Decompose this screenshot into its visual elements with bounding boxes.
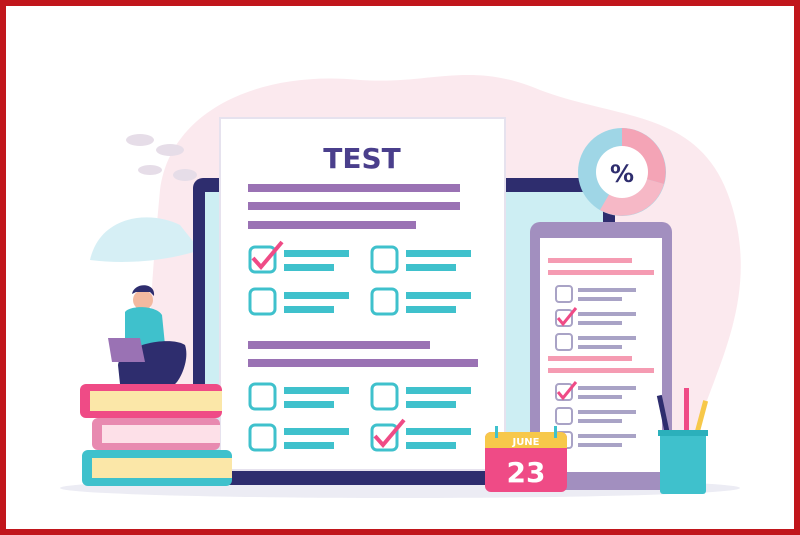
answer-line bbox=[406, 250, 471, 257]
answer-line bbox=[406, 442, 456, 449]
answer-line bbox=[284, 250, 349, 257]
test-paper: TEST bbox=[219, 117, 506, 471]
answer-line bbox=[406, 428, 471, 435]
leaf-branch-icon bbox=[126, 134, 197, 181]
calendar-month: JUNE bbox=[511, 437, 539, 448]
answer-line bbox=[284, 428, 349, 435]
phone-checkbox bbox=[555, 381, 636, 401]
answer-line bbox=[284, 442, 334, 449]
calendar-day: 23 bbox=[507, 456, 546, 489]
checkmark-icon bbox=[556, 307, 578, 327]
test-checkbox bbox=[370, 418, 471, 452]
answer-line bbox=[406, 401, 456, 408]
answer-line bbox=[284, 292, 349, 299]
pie-chart: % bbox=[578, 128, 666, 216]
test-checkbox bbox=[370, 245, 471, 274]
question-lines bbox=[248, 184, 478, 367]
test-checkbox bbox=[248, 382, 349, 411]
answer-line bbox=[406, 292, 471, 299]
cloud-shape bbox=[90, 217, 200, 262]
test-title: TEST bbox=[323, 142, 401, 175]
book-stack bbox=[80, 384, 232, 486]
answer-line bbox=[406, 306, 456, 313]
answer-line bbox=[406, 387, 471, 394]
checkmark-icon bbox=[251, 240, 284, 271]
test-checkbox bbox=[248, 287, 349, 316]
answer-line bbox=[284, 387, 349, 394]
answer-line bbox=[284, 401, 334, 408]
percent-symbol: % bbox=[610, 160, 634, 188]
phone-checkbox bbox=[555, 285, 636, 303]
calendar-icon: JUNE 23 bbox=[485, 426, 567, 492]
person-with-laptop bbox=[108, 285, 187, 384]
test-checkbox bbox=[370, 382, 471, 411]
checkmark-icon bbox=[556, 381, 578, 401]
checkmark-icon bbox=[373, 418, 406, 449]
answer-line bbox=[406, 264, 456, 271]
phone-checkbox bbox=[555, 307, 636, 327]
test-checkbox bbox=[248, 240, 349, 274]
answer-line bbox=[284, 306, 334, 313]
small-laptop-icon bbox=[108, 338, 145, 362]
phone-checkbox bbox=[555, 407, 636, 425]
test-checkbox bbox=[370, 287, 471, 316]
phone-checkbox bbox=[555, 333, 636, 351]
test-checkbox bbox=[248, 423, 349, 452]
answer-line bbox=[284, 264, 334, 271]
pencil-cup bbox=[656, 388, 709, 494]
